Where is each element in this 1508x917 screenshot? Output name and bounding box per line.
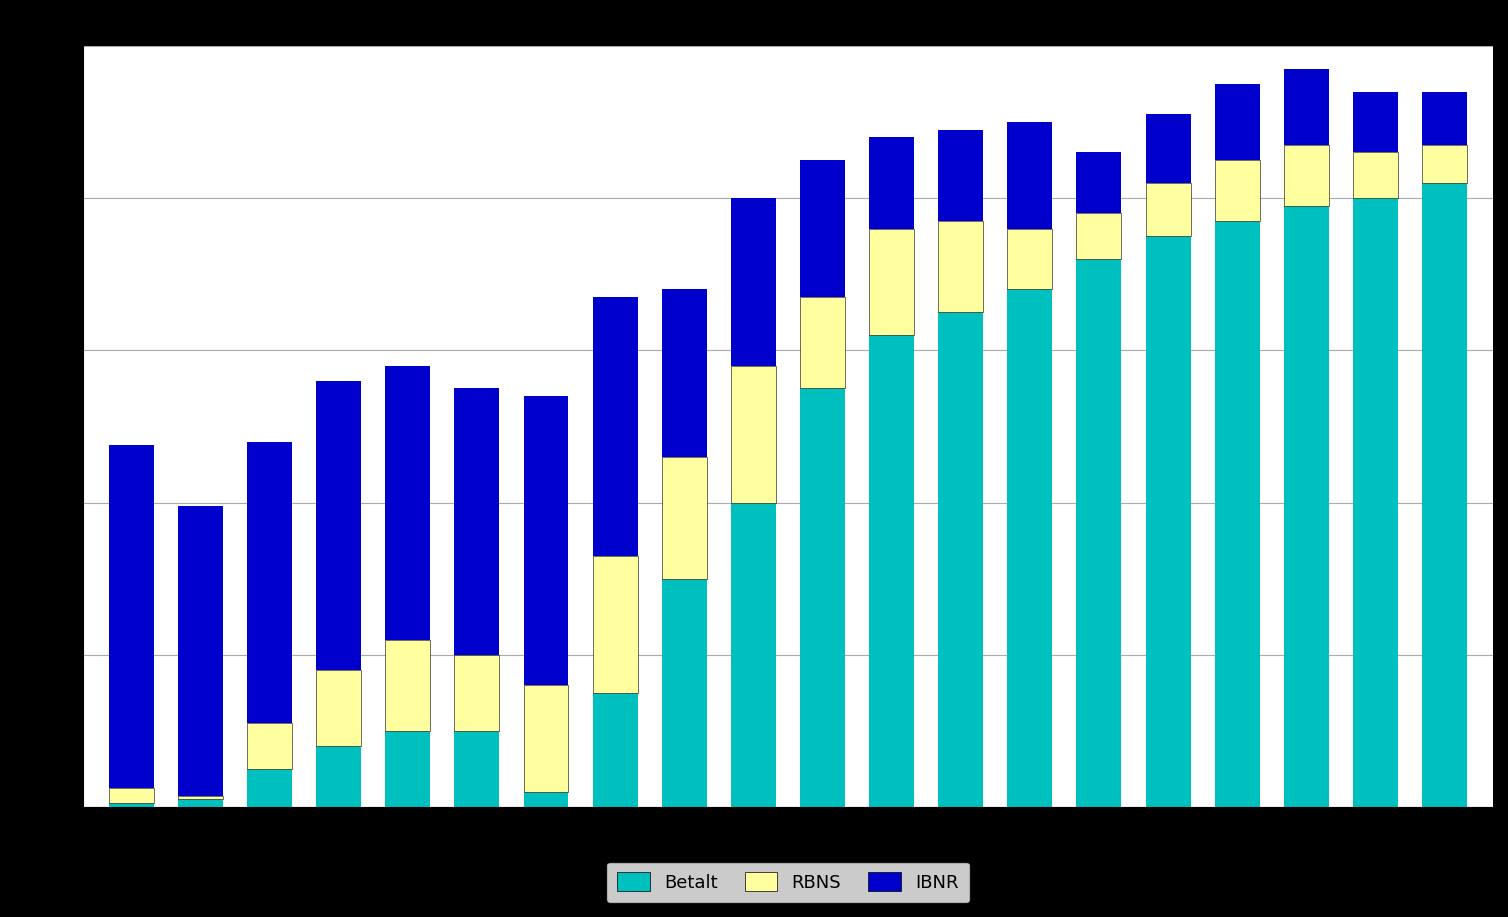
Bar [247,442,293,724]
Bar [1422,182,1467,807]
Bar [801,160,844,297]
Bar [454,389,499,655]
Bar [454,731,499,807]
Bar [1215,83,1259,160]
Bar [1007,228,1053,290]
Bar [1422,145,1467,182]
Bar [662,579,707,807]
Bar [1146,115,1190,182]
Bar [938,312,983,807]
Bar [1077,152,1122,214]
Bar [317,670,360,746]
Bar [1215,221,1259,807]
Bar [454,655,499,731]
Bar [801,297,844,389]
Bar [593,556,638,693]
Bar [731,503,775,807]
Bar [109,788,154,803]
Bar [1283,205,1329,807]
Legend: Betalt, RBNS, IBNR: Betalt, RBNS, IBNR [606,862,970,902]
Bar [869,335,914,807]
Bar [523,791,569,807]
Bar [1422,92,1467,145]
Bar [869,228,914,335]
Bar [386,639,430,731]
Bar [593,297,638,556]
Bar [938,221,983,312]
Bar [1353,92,1398,152]
Bar [1283,145,1329,205]
Bar [247,768,293,807]
Bar [731,366,775,503]
Bar [1353,198,1398,807]
Bar [593,693,638,807]
Bar [178,506,223,796]
Bar [178,800,223,807]
Bar [247,724,293,768]
Bar [1283,69,1329,145]
Bar [1077,214,1122,259]
Bar [109,803,154,807]
Bar [386,366,430,639]
Bar [523,685,569,791]
Bar [178,796,223,800]
Bar [109,446,154,788]
Bar [801,389,844,807]
Bar [1146,237,1190,807]
Bar [662,290,707,457]
Bar [1215,160,1259,221]
Bar [523,396,569,685]
Bar [386,731,430,807]
Bar [1007,290,1053,807]
Bar [662,457,707,579]
Bar [1007,122,1053,228]
Bar [1077,259,1122,807]
Bar [1146,182,1190,237]
Bar [938,129,983,221]
Bar [317,381,360,670]
Bar [1353,152,1398,198]
Bar [731,198,775,366]
Bar [869,138,914,228]
Bar [317,746,360,807]
